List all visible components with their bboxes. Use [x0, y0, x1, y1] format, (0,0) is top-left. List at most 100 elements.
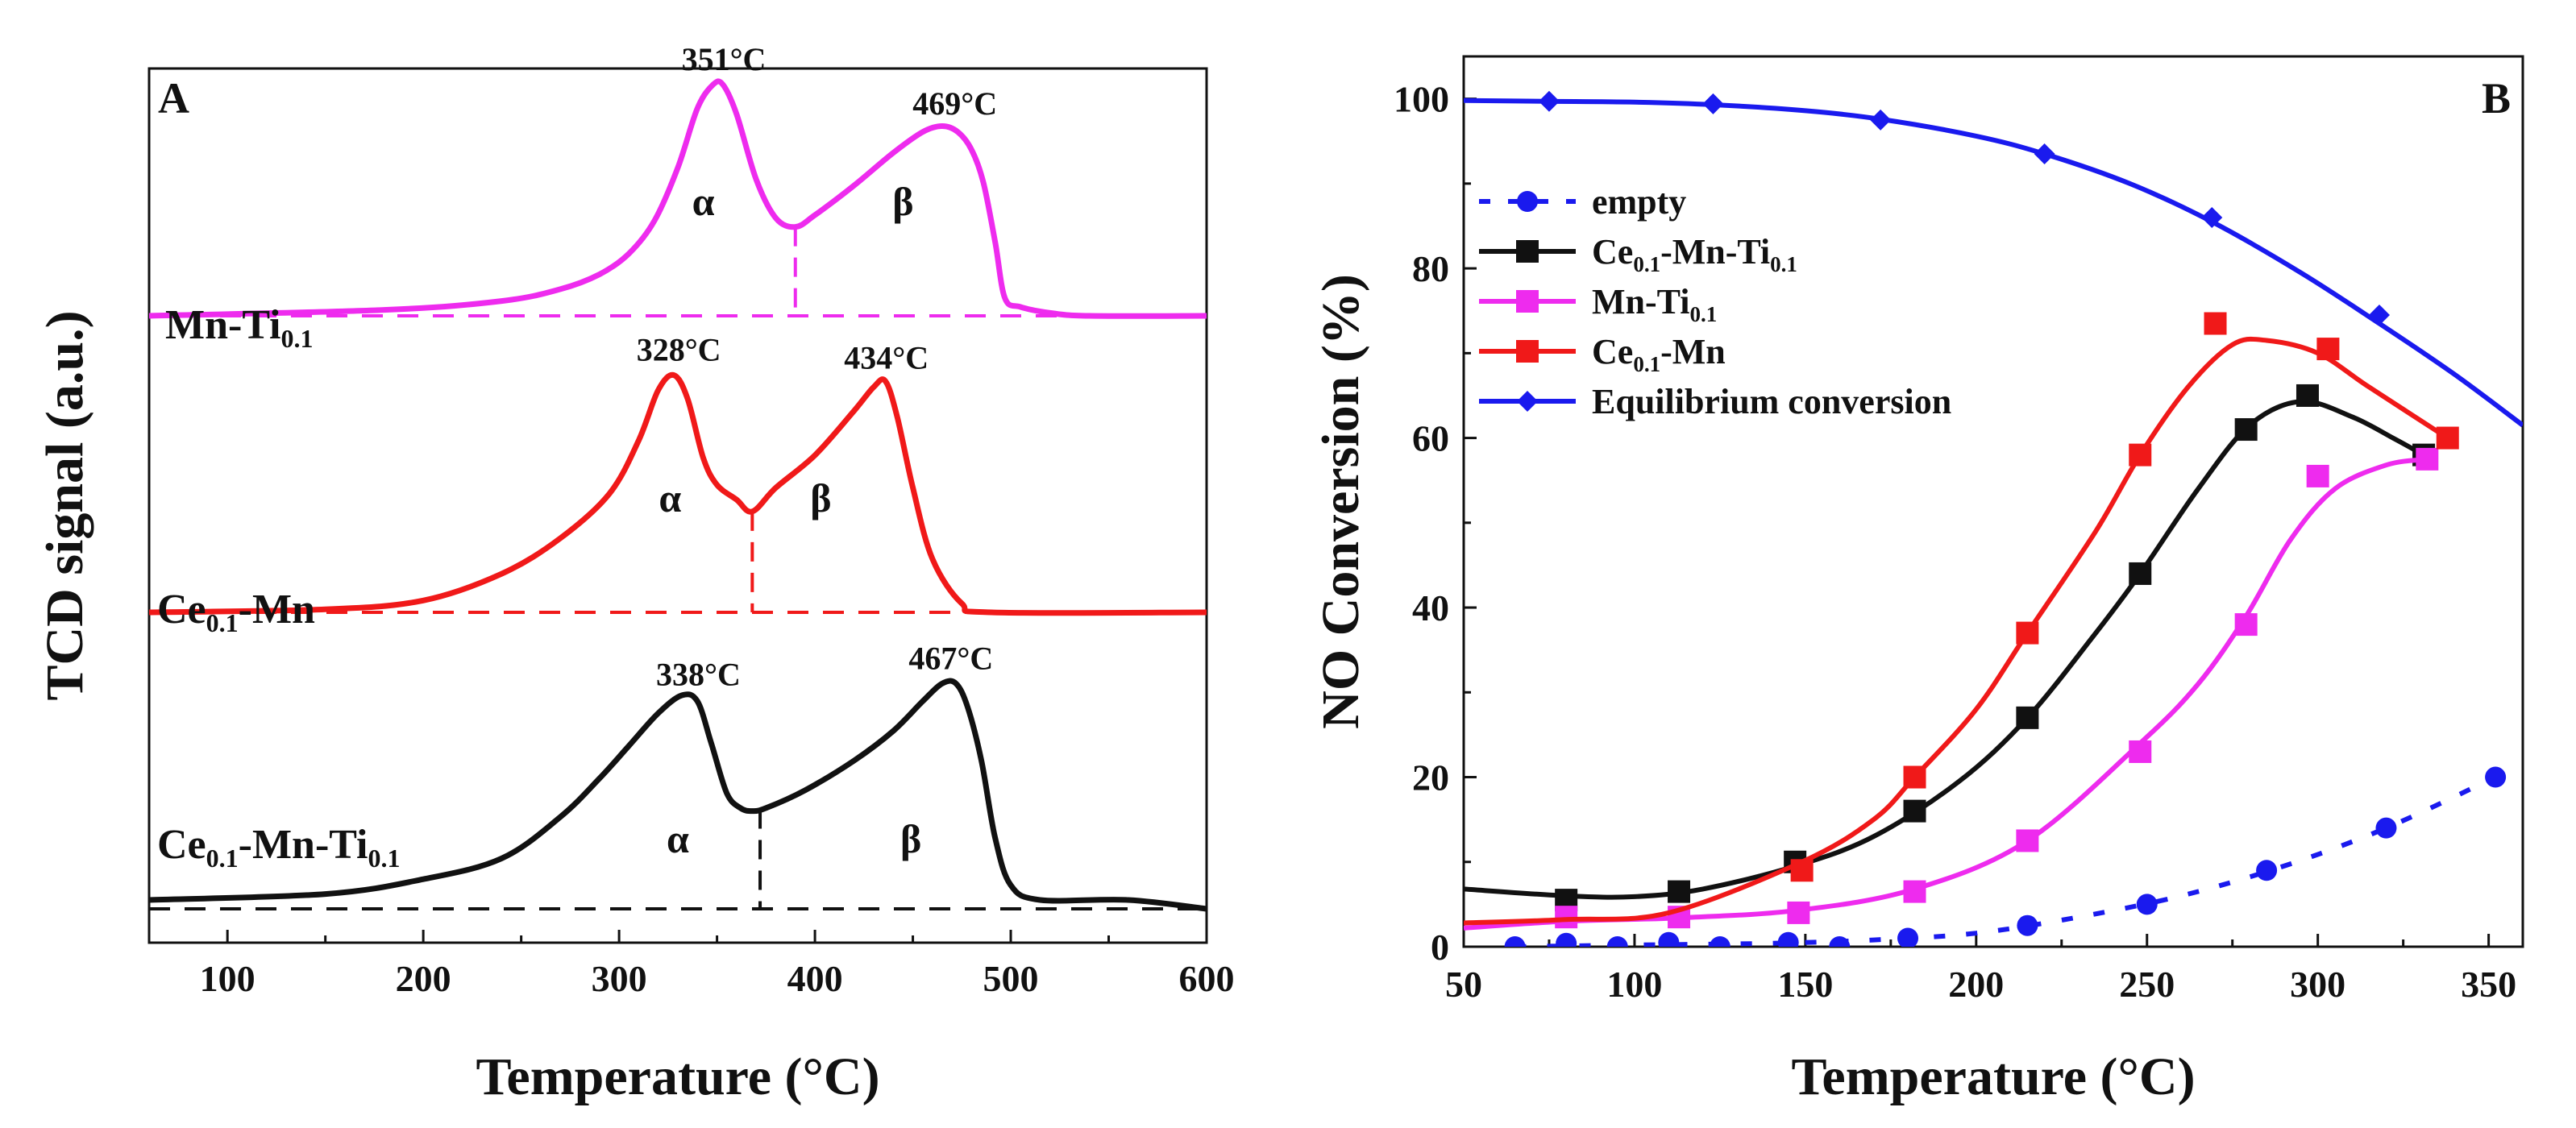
peak-label-2-0: 338°C	[656, 657, 741, 693]
x-tick-label-200: 200	[1948, 964, 2004, 1005]
legend-marker-1	[1516, 240, 1539, 263]
x-axis-title: Temperature (°C)	[1791, 1047, 2195, 1106]
data-point-3-5	[2316, 338, 2340, 361]
conversion-series-empty	[1504, 766, 2507, 947]
data-point-0-6	[1829, 936, 1851, 947]
peak-label-1-1: 434°C	[844, 339, 929, 375]
tpr-series-0: 351°C 469°C α β Mn-Ti0.1	[148, 41, 1207, 353]
legend-marker-2	[1516, 290, 1539, 313]
data-point-3-4	[2204, 312, 2227, 335]
peak-label-0-1: 469°C	[912, 85, 997, 122]
data-point-2-6	[2234, 613, 2258, 637]
legend-label-2: Mn-Ti0.1	[1592, 282, 1717, 326]
conversion-curve-3	[1464, 336, 2449, 926]
series-name-2: Ce0.1-Mn-Ti0.1	[157, 822, 400, 873]
data-point-3-3	[2129, 443, 2152, 467]
legend-label-1: Ce0.1-Mn-Ti0.1	[1592, 232, 1797, 276]
data-point-2-5	[2129, 740, 2152, 763]
legend-marker-4	[1517, 391, 1538, 412]
legend-label-3: Ce0.1-Mn	[1592, 332, 1726, 376]
data-point-3-0	[1790, 859, 1814, 882]
panel-a: 100 200 300 400 500 600 Temperature (°C) TCD si…	[35, 41, 1235, 1106]
panel-label: B	[2482, 74, 2511, 122]
conversion-series-mn-ti	[1464, 447, 2439, 931]
data-point-1-3	[1903, 799, 1926, 823]
x-tick-label-500: 500	[983, 958, 1039, 999]
legend-label-4: Equilibrium conversion	[1592, 382, 1951, 421]
x-tick-label-350: 350	[2461, 964, 2516, 1005]
greek-label-1-1: β	[810, 475, 831, 520]
y-tick-label-40: 40	[1412, 587, 1449, 628]
data-point-4-4	[2201, 206, 2223, 228]
data-point-0-8	[2017, 914, 2038, 936]
data-point-1-5	[2129, 562, 2152, 585]
data-point-4-5	[2368, 304, 2390, 326]
data-point-0-10	[2256, 860, 2278, 881]
peak-label-1-0: 328°C	[637, 332, 721, 368]
data-point-1-7	[2296, 384, 2319, 407]
y-tick-label-100: 100	[1394, 79, 1449, 120]
peak-label-0-0: 351°C	[682, 41, 767, 77]
x-tick-label-600: 600	[1179, 958, 1235, 999]
data-point-4-1	[1702, 93, 1724, 114]
data-point-2-2	[1787, 901, 1810, 924]
conversion-curve-0	[1514, 774, 2497, 947]
tpr-curve-0	[148, 78, 1207, 319]
legend-marker-3	[1516, 340, 1539, 363]
legend: empty Ce0.1-Mn-Ti0.1 Mn-Ti0.1 Ce0.1-Mn Equil…	[1479, 182, 1951, 421]
y-tick-label-60: 60	[1412, 418, 1449, 459]
x-tick-label-200: 200	[396, 958, 451, 999]
data-point-0-0	[1504, 936, 1526, 947]
greek-label-2-1: β	[900, 816, 921, 861]
conversion-curve-2	[1464, 456, 2428, 931]
conversion-series-ce-mn-ti	[1464, 384, 2436, 912]
data-point-2-3	[1903, 880, 1926, 903]
conversion-series-ce-mn	[1464, 312, 2459, 926]
data-point-4-0	[1538, 90, 1560, 112]
y-axis-title: TCD signal (a.u.)	[35, 310, 94, 700]
x-tick-label-100: 100	[1606, 964, 1662, 1005]
conversion-curve-1	[1464, 399, 2425, 900]
y-axis-title: NO Conversion (%)	[1311, 274, 1370, 729]
tpr-series-1: 328°C 434°C α β Ce0.1-Mn	[148, 332, 1207, 637]
tpr-curve-2	[148, 678, 1207, 912]
legend-label-0: empty	[1592, 182, 1686, 222]
series-name-1: Ce0.1-Mn	[157, 587, 315, 637]
data-point-0-2	[1606, 936, 1628, 947]
series-name-0: Mn-Ti0.1	[165, 302, 314, 353]
legend-marker-0	[1517, 191, 1538, 212]
y-tick-label-20: 20	[1412, 757, 1449, 798]
peak-label-2-1: 467°C	[908, 640, 993, 676]
data-point-0-12	[2485, 766, 2507, 788]
x-tick-label-400: 400	[787, 958, 843, 999]
tpr-curve-1	[148, 371, 1207, 616]
data-point-1-4	[2016, 706, 2039, 729]
tpr-series-2: 338°C 467°C α β Ce0.1-Mn-Ti0.1	[148, 640, 1207, 912]
data-point-0-11	[2375, 817, 2397, 839]
panel-a-frame	[147, 67, 1208, 944]
data-point-0-9	[2136, 894, 2158, 915]
y-tick-label-0: 0	[1431, 927, 1449, 968]
data-point-0-3	[1658, 931, 1680, 947]
y-tick-label-80: 80	[1412, 248, 1449, 289]
greek-label-2-0: α	[667, 816, 689, 861]
greek-label-0-1: β	[892, 179, 913, 224]
greek-label-0-0: α	[692, 179, 715, 224]
x-axis-title: Temperature (°C)	[476, 1047, 879, 1106]
x-tick-label-250: 250	[2119, 964, 2175, 1005]
data-point-1-1	[1668, 880, 1691, 903]
x-tick-label-150: 150	[1777, 964, 1833, 1005]
data-point-0-1	[1556, 932, 1577, 947]
x-tick-label-300: 300	[2290, 964, 2345, 1005]
conversion-series-equilibrium-conversion	[1464, 90, 2523, 428]
greek-label-1-0: α	[659, 475, 681, 520]
x-tick-label-300: 300	[592, 958, 647, 999]
data-point-0-7	[1897, 927, 1919, 947]
x-tick-label-100: 100	[200, 958, 256, 999]
data-point-1-6	[2234, 418, 2258, 442]
data-point-3-6	[2436, 426, 2459, 450]
panel-label: A	[158, 74, 189, 122]
data-point-3-1	[1903, 765, 1926, 789]
data-point-0-4	[1709, 936, 1730, 947]
